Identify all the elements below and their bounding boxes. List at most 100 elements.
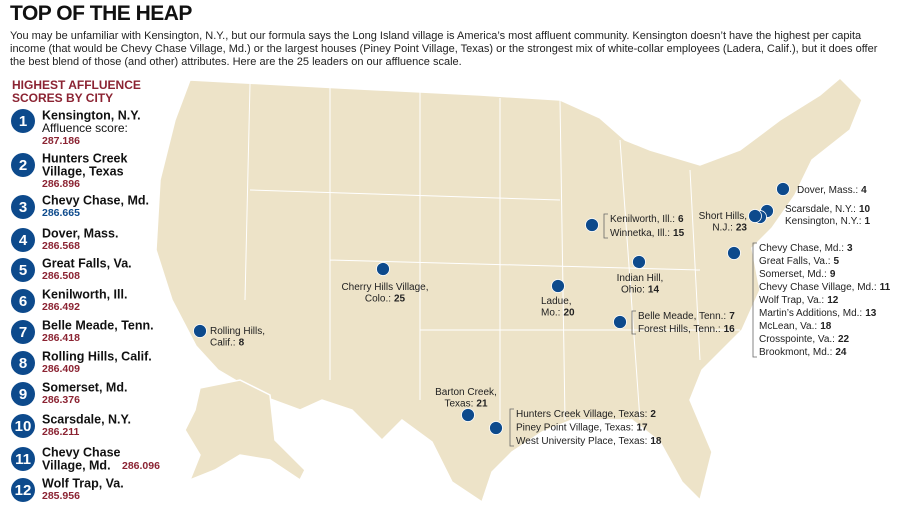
map-label: Indian Hill,: [617, 273, 664, 284]
location-dot: [776, 182, 790, 196]
city-name: Village, Md.: [42, 458, 111, 472]
map-label: Crosspointe, Va.: 22: [759, 334, 850, 345]
rank-number: 2: [19, 157, 27, 174]
label-name: N.J.:: [712, 222, 733, 233]
city-name: Belle Meade, Tenn.: [42, 318, 154, 332]
rank-badge: [11, 382, 35, 406]
label-rank: 18: [820, 321, 832, 332]
label-rank: 2: [650, 409, 656, 420]
label-name: Somerset, Md.:: [759, 269, 827, 280]
map-label: Piney Point Village, Texas: 17: [516, 422, 648, 433]
location-dot: [193, 324, 207, 338]
label-name: Scarsdale, N.Y.:: [785, 204, 856, 215]
city-name: Village, Texas: [42, 164, 124, 178]
label-name: Cherry Hills Village,: [341, 282, 428, 293]
map-label: Mo.: 20: [541, 307, 575, 318]
label-rank: 24: [835, 347, 847, 358]
location-dot: [376, 262, 390, 276]
city-name: Chevy Chase: [42, 445, 121, 459]
map-label: Scarsdale, N.Y.: 10: [785, 204, 871, 215]
label-name: Crosspointe, Va.:: [759, 334, 835, 345]
bracket: [631, 310, 636, 335]
label-rank: 18: [650, 436, 662, 447]
location-dot: [748, 209, 762, 223]
location-dot: [632, 255, 646, 269]
label-name: Great Falls, Va.:: [759, 256, 831, 267]
map-label: West University Place, Texas: 18: [516, 436, 662, 447]
label-name: Wolf Trap, Va.:: [759, 295, 824, 306]
city-name: Kensington, N.Y.: [42, 108, 141, 122]
label-rank: 5: [834, 256, 840, 267]
label-name: Texas:: [444, 398, 473, 409]
score-label: Affluence score:: [42, 121, 128, 135]
city-name: Wolf Trap, Va.: [42, 476, 124, 490]
label-name: Dover, Mass.:: [797, 185, 858, 196]
rank-number: 10: [15, 418, 32, 435]
label-rank: 8: [239, 337, 245, 348]
label-name: McLean, Va.:: [759, 321, 817, 332]
rank-number: 4: [19, 232, 28, 249]
label-name: Short Hills,: [699, 211, 747, 222]
map-label: Rolling Hills,: [210, 326, 265, 337]
score: 286.418: [42, 332, 80, 344]
rank-number: 1: [19, 113, 27, 130]
label-name: Indian Hill,: [617, 273, 664, 284]
rank-badge: [11, 153, 35, 177]
label-rank: 22: [838, 334, 850, 345]
location-dot: [461, 408, 475, 422]
label-name: Belle Meade, Tenn.:: [638, 311, 726, 322]
label-rank: 12: [827, 295, 839, 306]
map-label: Winnetka, Ill.: 15: [610, 228, 685, 239]
intro: You may be unfamiliar with Kensington, N…: [10, 30, 878, 68]
label-name: Winnetka, Ill.:: [610, 228, 670, 239]
map-label: Hunters Creek Village, Texas: 2: [516, 409, 656, 420]
map-label: Dover, Mass.: 4: [797, 185, 867, 196]
location-dot: [613, 315, 627, 329]
rank-number: 8: [19, 355, 27, 372]
list-heading: SCORES BY CITY: [12, 91, 113, 105]
label-rank: 10: [859, 204, 871, 215]
map-label: Great Falls, Va.: 5: [759, 256, 840, 267]
map-label: Ohio: 14: [621, 284, 659, 295]
map-label: Short Hills,: [699, 211, 747, 222]
map-label: Ladue,: [541, 296, 572, 307]
label-rank: 16: [724, 324, 736, 335]
label-name: Chevy Chase Village, Md.:: [759, 282, 877, 293]
list-heading: HIGHEST AFFLUENCE: [12, 78, 141, 92]
city-name: Great Falls, Va.: [42, 256, 132, 270]
score: 286.409: [42, 363, 80, 375]
map-label: Chevy Chase Village, Md.: 11: [759, 282, 891, 293]
score: 286.896: [42, 178, 80, 190]
label-rank: 15: [673, 228, 685, 239]
label-rank: 6: [678, 214, 684, 225]
location-dot: [551, 279, 565, 293]
rank-badge: [11, 228, 35, 252]
map-label: Belle Meade, Tenn.: 7: [638, 311, 735, 322]
label-rank: 20: [563, 307, 575, 318]
score: 286.376: [42, 394, 80, 406]
us-map: [155, 76, 863, 504]
city-name: Scarsdale, N.Y.: [42, 412, 131, 426]
rank-number: 5: [19, 262, 27, 279]
label-name: Calif.:: [210, 337, 236, 348]
rank-badge: [11, 478, 35, 502]
score: 285.956: [42, 490, 80, 502]
rank-number: 11: [15, 451, 31, 468]
label-rank: 25: [394, 293, 406, 304]
label-rank: 21: [476, 398, 488, 409]
label-rank: 3: [847, 243, 853, 254]
label-name: Kensington, N.Y.:: [785, 216, 862, 227]
map-label: Kensington, N.Y.: 1: [785, 216, 871, 227]
rank-number: 12: [15, 482, 32, 499]
map-label: Somerset, Md.: 9: [759, 269, 836, 280]
label-name: Martin’s Additions, Md.:: [759, 308, 862, 319]
label-rank: 23: [736, 222, 748, 233]
score: 286.211: [42, 426, 80, 438]
label-rank: 13: [865, 308, 877, 319]
location-dot: [489, 421, 503, 435]
city-name: Somerset, Md.: [42, 380, 127, 394]
score: 286.665: [42, 207, 80, 219]
alaska: [184, 379, 306, 482]
label-rank: 14: [648, 284, 660, 295]
map-label: Texas: 21: [444, 398, 487, 409]
